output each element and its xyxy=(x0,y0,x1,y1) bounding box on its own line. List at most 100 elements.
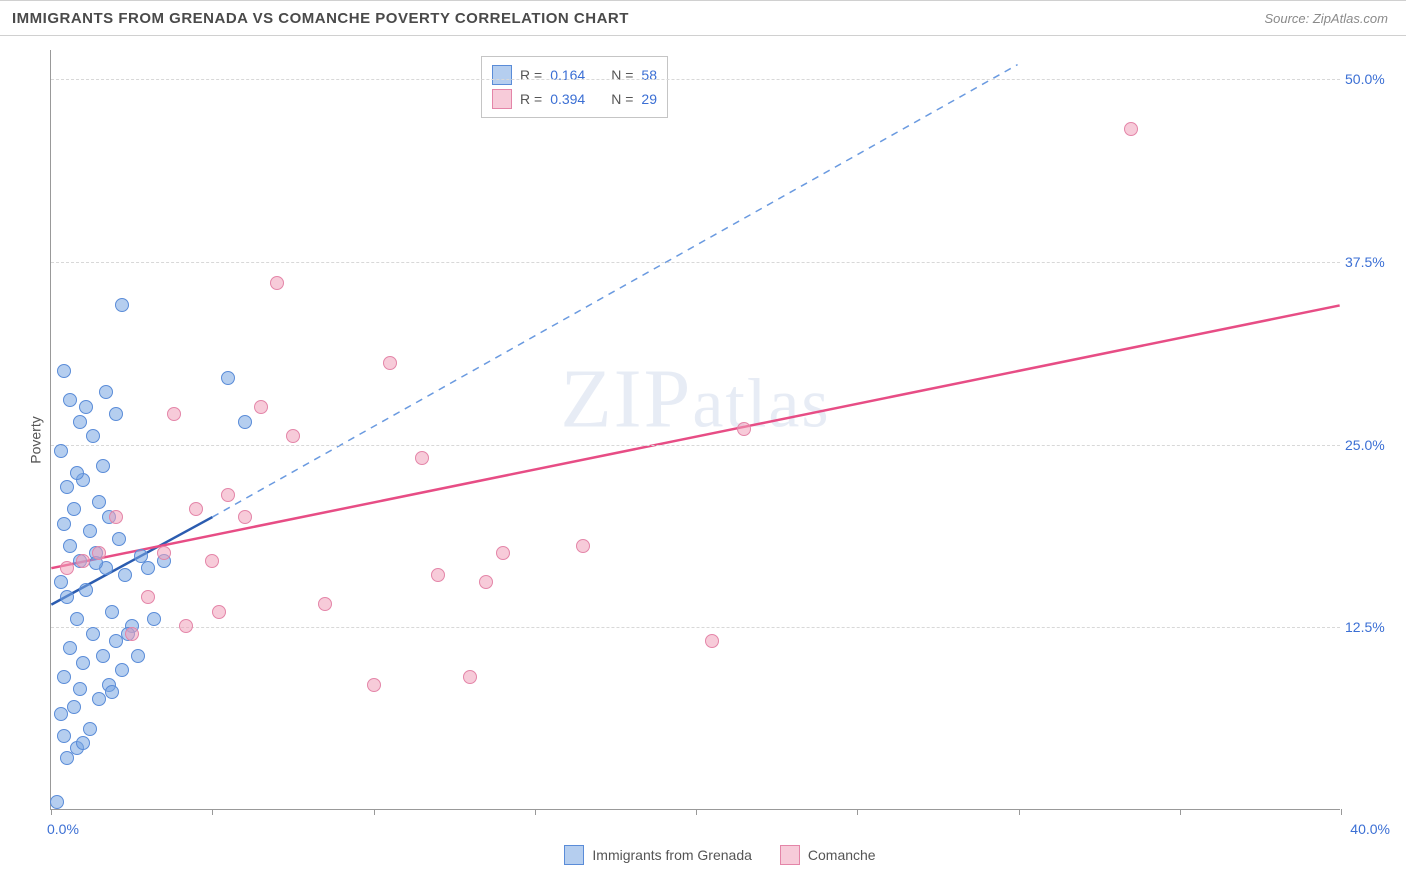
data-point-comanche xyxy=(92,546,106,560)
data-point-grenada xyxy=(92,495,106,509)
data-point-comanche xyxy=(221,488,235,502)
y-tick-label: 37.5% xyxy=(1345,254,1400,270)
x-tick xyxy=(51,809,52,815)
data-point-grenada xyxy=(73,415,87,429)
x-tick xyxy=(857,809,858,815)
legend-swatch-pink xyxy=(492,89,512,109)
data-point-grenada xyxy=(115,298,129,312)
x-tick xyxy=(1180,809,1181,815)
data-point-grenada xyxy=(238,415,252,429)
data-point-comanche xyxy=(463,670,477,684)
data-point-grenada xyxy=(76,736,90,750)
x-tick-label: 40.0% xyxy=(1350,821,1390,837)
legend-stats-row-pink: R = 0.394 N = 29 xyxy=(492,87,657,111)
x-tick-label: 0.0% xyxy=(47,821,79,837)
y-tick-label: 50.0% xyxy=(1345,71,1400,87)
data-point-grenada xyxy=(76,656,90,670)
data-point-grenada xyxy=(147,612,161,626)
data-point-grenada xyxy=(60,590,74,604)
data-point-grenada xyxy=(54,707,68,721)
x-tick xyxy=(212,809,213,815)
legend-swatch-blue-icon xyxy=(564,845,584,865)
title-bar: IMMIGRANTS FROM GRENADA VS COMANCHE POVE… xyxy=(0,0,1406,36)
gridline-h xyxy=(51,445,1340,446)
data-point-grenada xyxy=(221,371,235,385)
data-point-comanche xyxy=(1124,122,1138,136)
data-point-grenada xyxy=(57,670,71,684)
data-point-grenada xyxy=(86,627,100,641)
data-point-comanche xyxy=(254,400,268,414)
data-point-grenada xyxy=(131,649,145,663)
data-point-comanche xyxy=(705,634,719,648)
data-point-grenada xyxy=(96,459,110,473)
data-point-comanche xyxy=(76,554,90,568)
data-point-comanche xyxy=(109,510,123,524)
data-point-grenada xyxy=(70,612,84,626)
legend-stats: R = 0.164 N = 58 R = 0.394 N = 29 xyxy=(481,56,668,118)
data-point-grenada xyxy=(63,539,77,553)
data-point-comanche xyxy=(167,407,181,421)
legend-series: Immigrants from Grenada Comanche xyxy=(50,845,1390,865)
gridline-h xyxy=(51,627,1340,628)
data-point-comanche xyxy=(270,276,284,290)
data-point-comanche xyxy=(431,568,445,582)
data-point-comanche xyxy=(179,619,193,633)
data-point-comanche xyxy=(212,605,226,619)
trend-lines-svg xyxy=(51,50,1340,809)
data-point-grenada xyxy=(86,429,100,443)
x-tick xyxy=(1341,809,1342,815)
data-point-grenada xyxy=(109,634,123,648)
data-point-grenada xyxy=(105,685,119,699)
data-point-comanche xyxy=(737,422,751,436)
source-attribution: Source: ZipAtlas.com xyxy=(1264,11,1388,26)
data-point-grenada xyxy=(60,480,74,494)
data-point-grenada xyxy=(70,466,84,480)
x-tick xyxy=(696,809,697,815)
data-point-grenada xyxy=(79,400,93,414)
data-point-grenada xyxy=(63,641,77,655)
y-tick-label: 25.0% xyxy=(1345,437,1400,453)
data-point-grenada xyxy=(57,364,71,378)
legend-item-comanche: Comanche xyxy=(780,845,876,865)
data-point-grenada xyxy=(83,722,97,736)
data-point-grenada xyxy=(63,393,77,407)
gridline-h xyxy=(51,262,1340,263)
data-point-grenada xyxy=(67,700,81,714)
chart-container: IMMIGRANTS FROM GRENADA VS COMANCHE POVE… xyxy=(0,0,1406,892)
x-tick xyxy=(535,809,536,815)
data-point-comanche xyxy=(367,678,381,692)
y-tick-label: 12.5% xyxy=(1345,619,1400,635)
chart-title: IMMIGRANTS FROM GRENADA VS COMANCHE POVE… xyxy=(12,10,629,27)
data-point-grenada xyxy=(134,549,148,563)
data-point-grenada xyxy=(92,692,106,706)
data-point-grenada xyxy=(54,444,68,458)
plot-region: ZIPatlas R = 0.164 N = 58 R = 0.394 N xyxy=(50,50,1340,810)
data-point-grenada xyxy=(99,385,113,399)
data-point-comanche xyxy=(205,554,219,568)
data-point-comanche xyxy=(576,539,590,553)
data-point-comanche xyxy=(125,627,139,641)
legend-swatch-pink-icon xyxy=(780,845,800,865)
data-point-comanche xyxy=(189,502,203,516)
legend-item-grenada: Immigrants from Grenada xyxy=(564,845,752,865)
data-point-comanche xyxy=(141,590,155,604)
data-point-grenada xyxy=(54,575,68,589)
data-point-grenada xyxy=(57,729,71,743)
data-point-grenada xyxy=(83,524,97,538)
data-point-comanche xyxy=(479,575,493,589)
data-point-comanche xyxy=(60,561,74,575)
legend-swatch-blue xyxy=(492,65,512,85)
data-point-grenada xyxy=(67,502,81,516)
data-point-grenada xyxy=(96,649,110,663)
data-point-comanche xyxy=(157,546,171,560)
data-point-grenada xyxy=(115,663,129,677)
data-point-comanche xyxy=(238,510,252,524)
chart-area: Poverty ZIPatlas R = 0.164 N = 58 R = xyxy=(50,50,1390,830)
data-point-comanche xyxy=(496,546,510,560)
x-tick xyxy=(1019,809,1020,815)
data-point-grenada xyxy=(50,795,64,809)
data-point-grenada xyxy=(79,583,93,597)
data-point-comanche xyxy=(286,429,300,443)
x-tick xyxy=(374,809,375,815)
data-point-grenada xyxy=(105,605,119,619)
